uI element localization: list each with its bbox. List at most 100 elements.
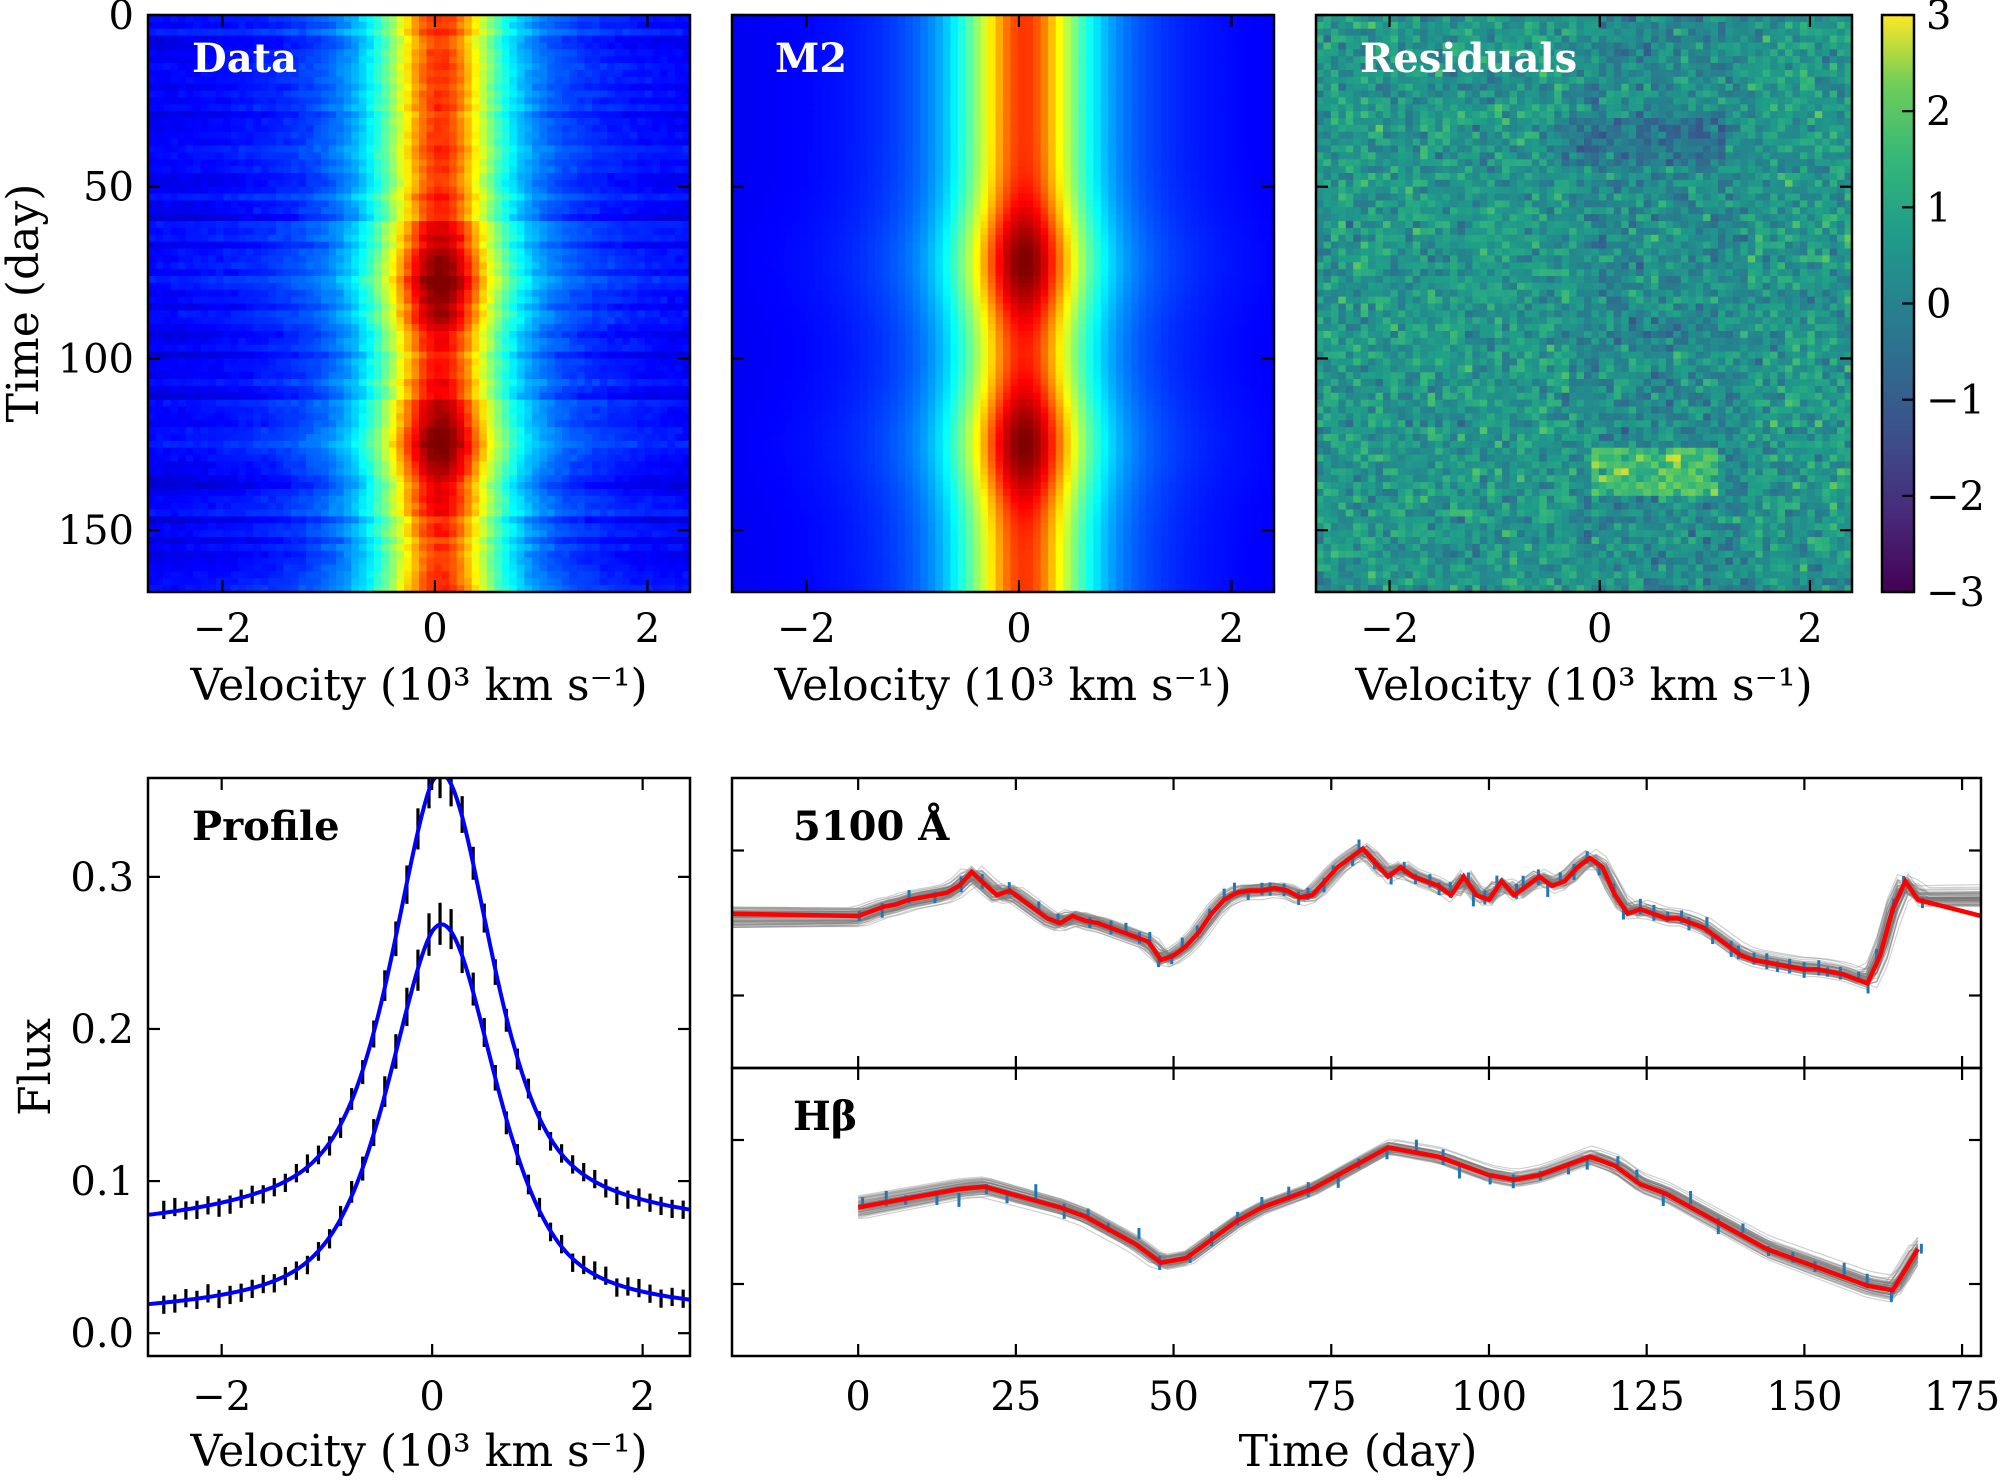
heatmap-cell [388,413,398,421]
heatmap-cell [637,28,646,37]
heatmap-cell [622,15,631,23]
heatmap-cell [306,28,315,37]
heatmap-cell [238,413,247,421]
heatmap-cell [185,379,194,387]
heatmap-cell [178,475,187,483]
heatmap-cell [313,200,322,208]
heatmap-cell [336,330,345,339]
heatmap-cell [599,482,608,490]
heatmap-cell [313,454,322,463]
heatmap-cell [629,276,638,284]
heatmap-cell [471,303,480,311]
heatmap-cell [607,358,616,366]
heatmap-cell [321,385,330,394]
heatmap-cell [614,440,623,449]
heatmap-cell [667,166,676,174]
heatmap-cell [659,90,669,99]
heatmap-cell [494,310,503,318]
heatmap-cell [313,234,322,243]
heatmap-cell [516,282,525,291]
heatmap-cell [546,179,556,188]
heatmap-cell [238,365,247,373]
heatmap-cell [178,69,187,78]
heatmap-cell [403,111,413,119]
heatmap-cell [629,413,638,421]
heatmap-cell [260,179,270,188]
heatmap-cell [200,482,209,490]
heatmap-cell [449,337,458,346]
heatmap-cell [592,344,601,353]
heatmap-cell [193,344,202,353]
heatmap-cell [471,324,480,332]
heatmap-cell [268,193,277,202]
heatmap-cell [388,434,398,442]
heatmap-cell [185,413,194,421]
heatmap-cell [328,365,337,373]
heatmap-cell [614,42,623,50]
heatmap-cell [283,248,292,257]
heatmap-cell [546,28,556,37]
heatmap-cell [456,330,465,339]
heatmap-cell [253,365,262,373]
heatmap-cell [200,351,209,360]
heatmap-cell [313,159,322,167]
heatmap-cell [148,427,157,435]
heatmap-cell [449,440,458,449]
heatmap-cell [471,420,480,428]
heatmap-cell [313,221,322,229]
heatmap-cell [298,413,307,421]
heatmap-cell [200,406,209,415]
heatmap-cell [614,317,623,325]
heatmap-cell [193,296,202,305]
heatmap-cell [607,69,616,78]
heatmap-cell [178,406,187,415]
heatmap-cell [358,406,367,415]
heatmap-cell [215,90,224,99]
heatmap-cell [388,365,398,373]
heatmap-cell [381,296,390,305]
heatmap-cell [328,56,337,64]
heatmap-cell [155,207,164,215]
heatmap-cell [531,76,541,85]
heatmap-cell [381,482,390,490]
heatmap-cell [245,488,254,497]
heatmap-cell [486,200,495,208]
heatmap-cell [215,434,224,442]
heatmap-cell [185,90,194,99]
heatmap-cell [208,28,217,37]
heatmap-cell [155,434,164,442]
heatmap-cell [351,179,360,188]
heatmap-cell [343,427,352,435]
heatmap-cell [185,468,194,476]
heatmap-cell [358,227,367,236]
heatmap-cell [471,63,480,71]
heatmap-cell [163,42,172,50]
heatmap-cell [546,310,556,318]
heatmap-cell [426,482,435,490]
heatmap-cell [321,276,330,284]
heatmap-cell [185,440,194,449]
heatmap-cell [584,330,593,339]
heatmap-cell [524,214,533,222]
heatmap-cell [283,159,292,167]
heatmap-cell [674,207,684,215]
heatmap-cell [682,35,690,44]
heatmap-cell [411,399,420,408]
heatmap-cell [577,372,586,380]
heatmap-cell [155,399,164,408]
heatmap-cell [434,90,443,99]
heatmap-cell [622,145,631,153]
heatmap-cell [449,207,458,215]
heatmap-cell [336,468,345,476]
heatmap-cell [268,454,277,463]
heatmap-cell [223,214,232,222]
heatmap-cell [208,207,217,215]
heatmap-cell [163,324,172,332]
heatmap-cell [200,207,209,215]
heatmap-cell [403,317,413,325]
heatmap-cell [358,447,367,456]
heatmap-cell [449,344,458,353]
heatmap-cell [275,172,285,181]
heatmap-cell [328,179,337,188]
heatmap-cell [464,193,473,202]
